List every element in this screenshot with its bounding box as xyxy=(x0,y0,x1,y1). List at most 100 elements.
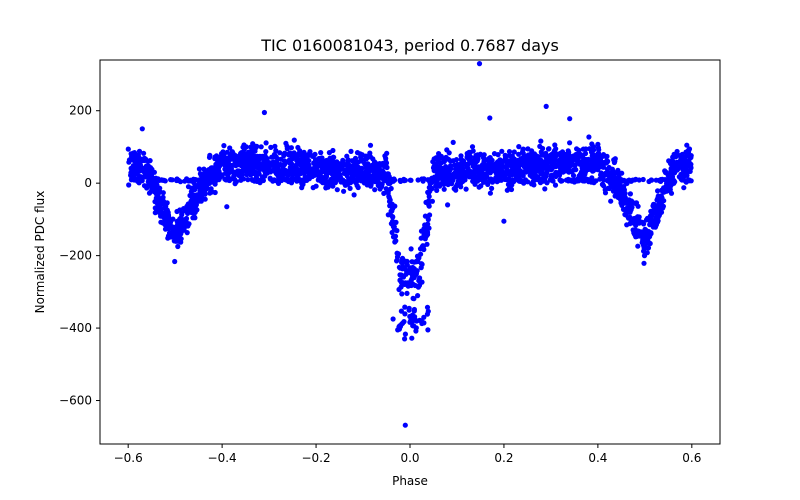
data-point xyxy=(600,181,606,187)
data-point xyxy=(267,176,274,182)
data-point xyxy=(441,186,447,192)
data-point xyxy=(182,208,188,214)
data-point xyxy=(520,171,526,177)
data-point xyxy=(498,177,504,183)
data-point xyxy=(126,182,132,188)
data-point xyxy=(271,151,278,158)
data-point xyxy=(487,190,493,196)
data-point xyxy=(613,190,620,196)
data-point xyxy=(476,184,482,190)
data-point xyxy=(681,185,687,191)
data-point xyxy=(379,170,385,176)
data-point xyxy=(406,305,412,311)
data-point xyxy=(240,176,247,182)
data-point xyxy=(318,150,324,156)
data-point xyxy=(450,177,456,184)
data-point xyxy=(610,176,616,182)
data-point xyxy=(518,178,524,184)
data-point xyxy=(214,163,220,169)
data-point xyxy=(390,224,396,230)
x-tick-label: 0.6 xyxy=(682,451,701,465)
data-point xyxy=(322,176,328,182)
data-point xyxy=(450,139,456,145)
data-point xyxy=(398,308,404,314)
data-point xyxy=(410,295,416,301)
data-point xyxy=(412,282,418,289)
data-point xyxy=(659,176,666,182)
data-point xyxy=(323,170,329,177)
data-point xyxy=(522,177,529,183)
data-point xyxy=(213,153,220,159)
data-point xyxy=(341,178,347,184)
data-point xyxy=(671,151,677,157)
data-point xyxy=(298,160,304,166)
data-point xyxy=(605,178,611,184)
data-point xyxy=(254,157,260,164)
data-point xyxy=(644,250,650,256)
data-point xyxy=(463,186,469,192)
data-point xyxy=(641,260,647,266)
data-point xyxy=(433,183,439,189)
data-point xyxy=(252,148,258,154)
data-point xyxy=(482,177,488,183)
data-point xyxy=(568,159,574,165)
data-point xyxy=(425,327,431,333)
data-point xyxy=(445,202,451,208)
data-point xyxy=(375,165,381,171)
data-point xyxy=(268,144,274,150)
data-point xyxy=(144,165,150,171)
data-point xyxy=(571,156,577,162)
data-point xyxy=(367,142,374,148)
data-point xyxy=(615,167,621,173)
data-point xyxy=(393,238,399,244)
data-point xyxy=(251,178,258,184)
data-point xyxy=(410,273,416,279)
data-point xyxy=(277,150,283,156)
data-point xyxy=(444,147,450,153)
data-point xyxy=(201,166,207,172)
data-point xyxy=(454,164,460,170)
data-point xyxy=(166,226,172,232)
data-point xyxy=(553,173,559,180)
data-point xyxy=(375,176,381,182)
data-point xyxy=(462,177,468,183)
data-point xyxy=(250,142,257,149)
data-point xyxy=(604,158,610,164)
data-point xyxy=(628,198,635,204)
data-point xyxy=(241,154,247,161)
data-point xyxy=(511,149,517,155)
scatter-points xyxy=(125,61,694,428)
data-point xyxy=(318,178,324,184)
data-point xyxy=(570,172,577,179)
data-point xyxy=(209,177,215,183)
data-point xyxy=(313,160,319,166)
y-axis-label: Normalized PDC flux xyxy=(33,191,47,314)
data-point xyxy=(126,157,133,163)
data-point xyxy=(506,149,513,155)
data-point xyxy=(331,154,337,160)
data-point xyxy=(684,152,690,159)
data-point xyxy=(363,156,369,162)
data-point xyxy=(176,225,182,231)
data-point xyxy=(624,199,630,206)
data-point xyxy=(192,204,198,210)
data-point xyxy=(442,177,448,183)
data-point xyxy=(285,177,291,183)
data-point xyxy=(628,178,634,184)
data-point xyxy=(222,176,228,182)
data-point xyxy=(546,146,552,152)
data-point xyxy=(457,177,464,183)
x-tick-label: −0.6 xyxy=(114,451,143,465)
data-point xyxy=(206,154,213,160)
data-point xyxy=(353,163,359,169)
data-point xyxy=(437,164,443,170)
data-point xyxy=(553,157,559,163)
data-point xyxy=(263,155,269,161)
data-point xyxy=(396,286,402,293)
data-point xyxy=(245,160,251,167)
data-point xyxy=(162,222,168,228)
data-point xyxy=(288,167,294,173)
data-point xyxy=(472,165,478,171)
data-point xyxy=(688,178,694,184)
data-point xyxy=(218,151,225,157)
